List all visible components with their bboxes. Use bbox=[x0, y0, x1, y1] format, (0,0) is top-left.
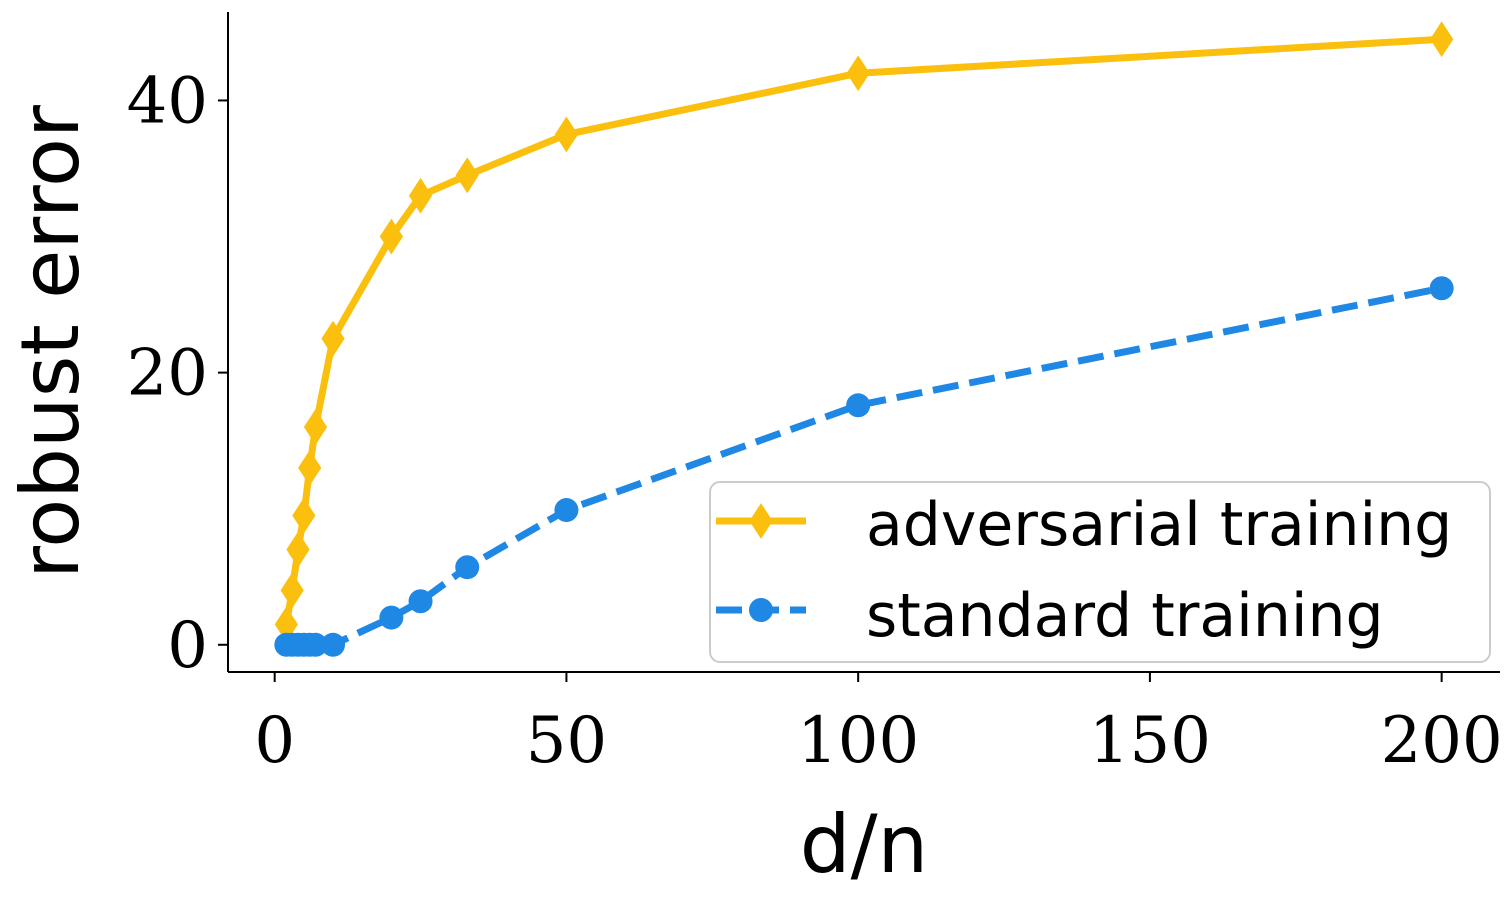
data-point bbox=[408, 589, 433, 614]
y-axis-title: robust error bbox=[4, 105, 97, 579]
legend: adversarial training standard training bbox=[709, 481, 1491, 663]
series-standard bbox=[274, 276, 1454, 657]
data-point bbox=[554, 116, 579, 153]
data-point bbox=[280, 572, 304, 609]
data-point bbox=[1429, 276, 1454, 301]
ticks: 0 50 100 150 200 0 20 40 bbox=[127, 64, 1503, 778]
legend-entry-adversarial: adversarial training bbox=[716, 490, 1452, 560]
data-point bbox=[455, 157, 479, 194]
data-point bbox=[846, 393, 871, 418]
legend-label-adversarial: adversarial training bbox=[866, 490, 1452, 560]
x-tick-label: 200 bbox=[1381, 704, 1503, 778]
x-axis-title: d/n bbox=[800, 798, 928, 891]
data-point bbox=[303, 632, 328, 657]
y-tick-label: 20 bbox=[127, 337, 208, 411]
legend-swatch-marker bbox=[749, 503, 773, 539]
series-adversarial bbox=[274, 21, 1454, 643]
data-point bbox=[286, 531, 310, 568]
data-point bbox=[379, 605, 404, 630]
series-layer bbox=[274, 21, 1454, 657]
data-point bbox=[846, 55, 870, 92]
data-point bbox=[554, 498, 579, 523]
x-tick-label: 100 bbox=[797, 704, 919, 778]
data-point bbox=[1430, 21, 1454, 58]
data-point bbox=[303, 409, 328, 445]
data-point bbox=[292, 497, 316, 534]
data-point bbox=[321, 632, 346, 657]
legend-entry-standard: standard training bbox=[716, 581, 1384, 651]
y-tick-label: 40 bbox=[127, 64, 208, 138]
x-tick-label: 50 bbox=[526, 704, 607, 778]
axes bbox=[227, 12, 1500, 673]
legend-swatch-marker bbox=[749, 598, 773, 622]
y-tick-label: 0 bbox=[167, 609, 208, 683]
data-point bbox=[298, 449, 322, 486]
data-point bbox=[321, 320, 345, 357]
legend-box bbox=[709, 481, 1491, 663]
x-tick-label: 150 bbox=[1089, 704, 1211, 778]
data-point bbox=[455, 555, 480, 580]
x-tick-label: 0 bbox=[254, 704, 295, 778]
data-point bbox=[379, 218, 403, 255]
legend-label-standard: standard training bbox=[866, 581, 1384, 651]
data-point bbox=[408, 177, 433, 214]
